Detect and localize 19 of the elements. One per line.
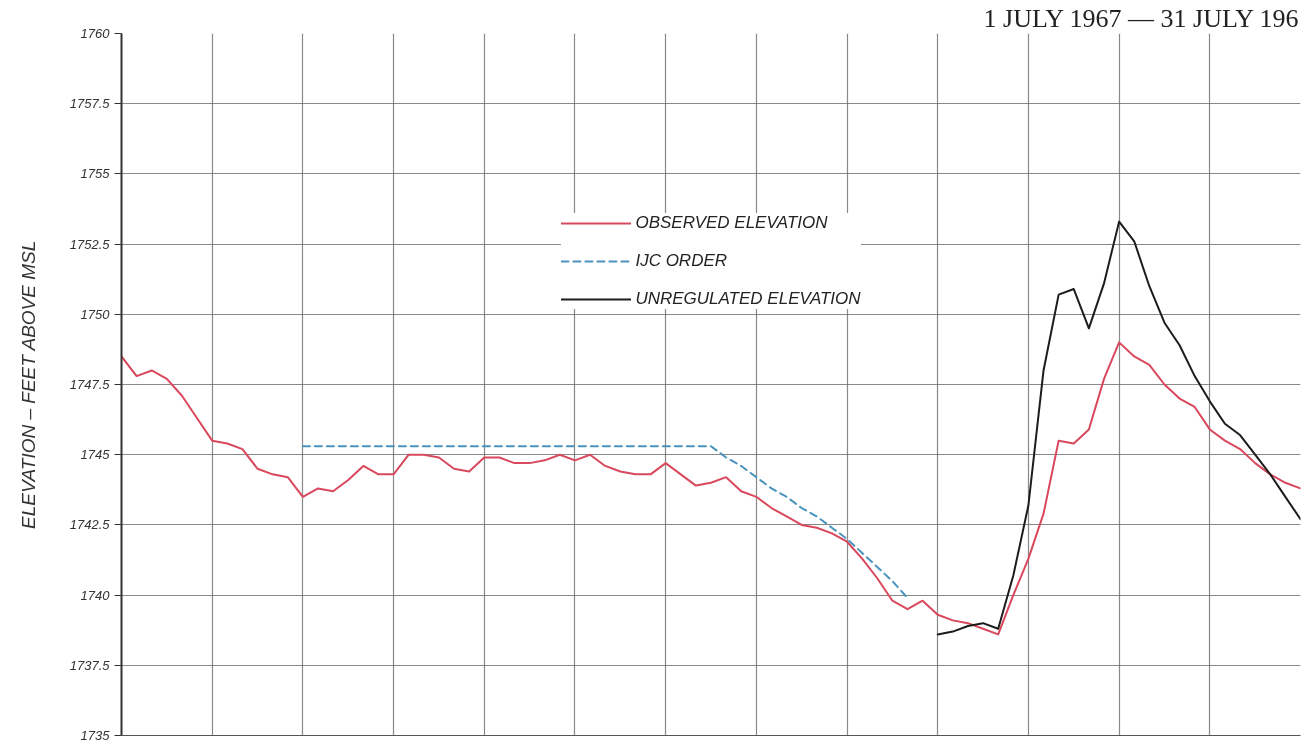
line-series	[301, 445, 909, 599]
y-tick-label: 1755	[80, 166, 111, 182]
y-tick-label: 1742.5	[69, 517, 111, 533]
line-series	[121, 341, 1301, 636]
legend-label: UNREGULATED ELEVATION	[635, 289, 861, 309]
legend-label: OBSERVED ELEVATION	[635, 213, 828, 233]
y-tick-label: 1745	[80, 447, 111, 463]
line-series	[936, 220, 1301, 636]
legend-label: IJC ORDER	[635, 251, 728, 271]
y-axis-title: ELEVATION – FEET ABOVE MSL	[17, 240, 39, 529]
y-tick-label: 1752.5	[69, 236, 111, 252]
chart-title: 1 JULY 1967 — 31 JULY 196	[983, 3, 1299, 33]
y-tick-label: 1757.5	[69, 96, 111, 112]
y-tick-label: 1760	[80, 26, 111, 41]
y-tick-label: 1750	[80, 306, 111, 322]
y-tick-label: 1737.5	[69, 657, 111, 673]
y-tick-label: 1747.5	[69, 377, 111, 392]
y-tick-label: 1740	[80, 587, 111, 603]
y-tick-label: 1735	[80, 728, 111, 743]
